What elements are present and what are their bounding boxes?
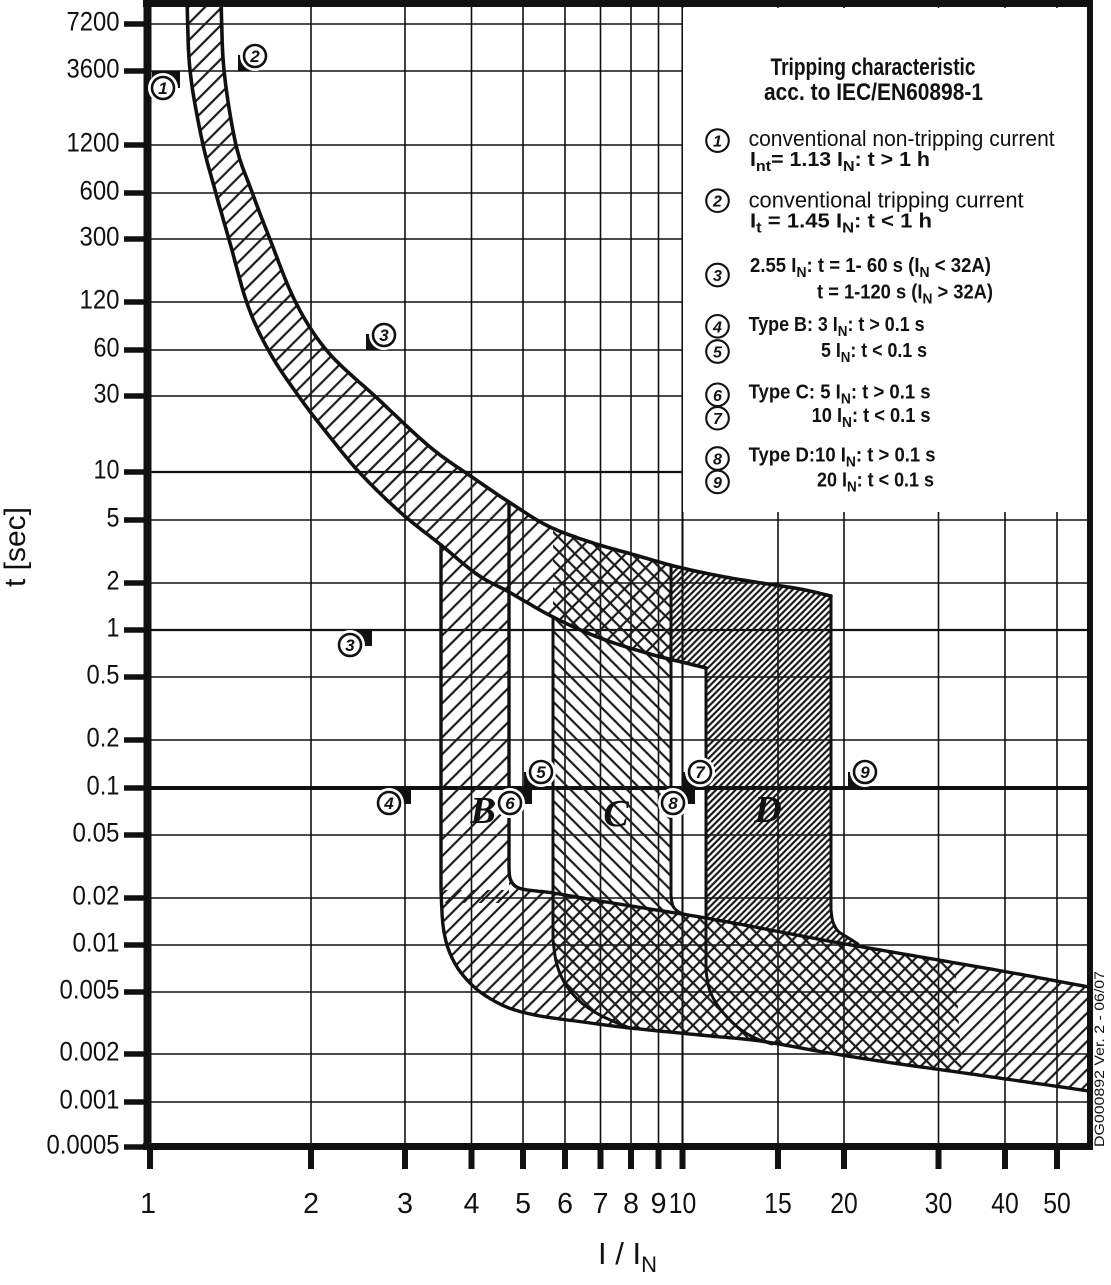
svg-text:acc. to IEC/EN60898-1: acc. to IEC/EN60898-1 [764,79,983,106]
svg-text:1: 1 [158,79,167,98]
svg-text:3: 3 [379,326,389,345]
svg-text:Int​= 1.13 IN​: t > 1 h: Int​= 1.13 IN​: t > 1 h [750,149,930,175]
svg-text:Type D:10 IN​: t > 0.1 s: Type D:10 IN​: t > 0.1 s [749,445,936,471]
svg-text:3: 3 [397,1188,413,1220]
svg-text:30: 30 [925,1188,953,1220]
svg-text:6: 6 [557,1188,573,1220]
svg-text:3: 3 [713,268,722,285]
svg-text:1200: 1200 [67,128,120,158]
svg-text:t = 1-120 s (IN​ > 32A): t = 1-120 s (IN​ > 32A) [817,282,993,308]
svg-text:0.2: 0.2 [87,723,120,753]
svg-text:B: B [469,790,495,832]
svg-text:8: 8 [623,1188,639,1220]
svg-text:2: 2 [303,1188,319,1220]
svg-text:9: 9 [860,763,870,782]
svg-text:Tripping characteristic: Tripping characteristic [771,54,976,81]
svg-text:conventional non-tripping curr: conventional non-tripping current [749,126,1055,151]
svg-text:4: 4 [712,319,722,336]
svg-text:0.05: 0.05 [73,818,120,848]
svg-text:10: 10 [669,1188,697,1220]
svg-text:2: 2 [107,566,120,596]
svg-text:0.5: 0.5 [87,660,120,690]
svg-text:5: 5 [713,345,723,362]
svg-text:0.1: 0.1 [87,771,120,801]
svg-text:20 IN​: t < 0.1 s: 20 IN​: t < 0.1 s [817,470,934,496]
svg-text:7: 7 [593,1188,609,1220]
svg-text:5: 5 [515,1188,531,1220]
svg-text:600: 600 [80,176,120,206]
svg-text:It​ = 1.45 IN​: t < 1 h: It​ = 1.45 IN​: t < 1 h [750,211,932,237]
svg-text:300: 300 [80,222,120,252]
svg-text:2: 2 [712,194,722,211]
svg-text:0.0005: 0.0005 [47,1130,120,1160]
svg-text:20: 20 [830,1188,858,1220]
svg-text:C: C [603,793,629,835]
svg-text:15: 15 [764,1188,792,1220]
svg-text:5: 5 [536,763,546,782]
svg-text:1: 1 [713,134,722,151]
svg-text:9: 9 [713,475,722,492]
svg-text:Type B: 3 IN​: t > 0.1 s: Type B: 3 IN​: t > 0.1 s [749,314,925,340]
svg-text:120: 120 [80,285,120,315]
svg-text:2: 2 [249,47,260,66]
svg-text:40: 40 [991,1188,1019,1220]
svg-text:3600: 3600 [67,54,120,84]
svg-text:5: 5 [107,503,120,533]
svg-text:60: 60 [94,333,120,363]
svg-text:1: 1 [107,613,120,643]
svg-text:Type C: 5 IN​: t > 0.1 s: Type C: 5 IN​: t > 0.1 s [749,382,931,408]
svg-text:7200: 7200 [67,7,120,37]
svg-text:4: 4 [383,794,394,813]
svg-text:8: 8 [668,794,678,813]
svg-text:30: 30 [94,379,120,409]
svg-text:0.02: 0.02 [73,881,120,911]
svg-text:1: 1 [140,1188,156,1220]
svg-text:2.55 IN​: t = 1- 60 s (IN​ < 3: 2.55 IN​: t = 1- 60 s (IN​ < 32A) [750,255,991,281]
svg-text:0.005: 0.005 [60,975,120,1005]
svg-text:3: 3 [345,636,355,655]
svg-text:7: 7 [713,411,723,428]
svg-text:0.01: 0.01 [73,928,120,958]
svg-text:t [sec]: t [sec] [0,507,32,587]
svg-text:7: 7 [695,763,706,782]
svg-text:DG000892 Ver. 2 - 06/07: DG000892 Ver. 2 - 06/07 [1092,971,1107,1147]
svg-text:0.001: 0.001 [60,1085,120,1115]
svg-text:10: 10 [94,455,120,485]
svg-text:6: 6 [505,794,515,813]
svg-text:5 IN​: t < 0.1 s: 5 IN​: t < 0.1 s [821,340,927,366]
svg-text:0.002: 0.002 [60,1037,120,1067]
svg-text:9: 9 [651,1188,667,1220]
svg-text:10 IN​: t < 0.1 s: 10 IN​: t < 0.1 s [812,405,931,431]
svg-text:50: 50 [1043,1188,1071,1220]
svg-text:8: 8 [713,452,722,469]
svg-text:conventional tripping current: conventional tripping current [749,188,1024,213]
svg-text:6: 6 [713,388,722,405]
svg-text:D: D [753,789,781,831]
svg-text:4: 4 [464,1188,480,1220]
